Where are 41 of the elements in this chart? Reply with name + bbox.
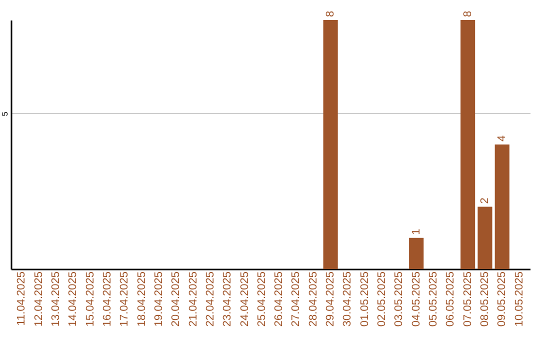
x-tick-label: 05.05.2025: [427, 272, 440, 327]
bar: [409, 238, 424, 269]
x-tick-label: 21.04.2025: [187, 272, 200, 327]
bar: [460, 20, 476, 269]
x-tick-label: 24.04.2025: [238, 272, 251, 327]
x-tick-label: 19.04.2025: [152, 272, 165, 327]
x-tick-label: 12.04.2025: [32, 272, 45, 327]
bar: [478, 206, 492, 269]
x-tick-label: 26.04.2025: [273, 272, 286, 327]
x-tick-label: 14.04.2025: [67, 272, 80, 327]
x-tick-label: 08.05.2025: [478, 272, 491, 327]
x-tick-label: 16.04.2025: [102, 272, 114, 327]
x-tick-label: 23.04.2025: [222, 272, 234, 327]
x-tick-label: 17.04.2025: [118, 272, 131, 327]
x-tick-label: 01.05.2025: [358, 272, 371, 327]
x-tick-label: 22.04.2025: [204, 272, 216, 327]
x-tick-label: 06.05.2025: [444, 272, 457, 327]
bar: [323, 20, 338, 269]
data-label: 1: [410, 228, 422, 235]
x-tick-label: 09.05.2025: [496, 272, 508, 327]
x-tick-label: 30.04.2025: [342, 272, 354, 327]
bar: [494, 144, 510, 269]
data-label: 8: [324, 10, 337, 17]
x-tick-label: 13.04.2025: [50, 272, 62, 327]
x-tick-label: 11.04.2025: [16, 272, 28, 326]
x-tick-label: 27.04.2025: [290, 272, 302, 327]
data-label: 4: [496, 135, 508, 142]
x-tick-label: 28.04.2025: [307, 272, 320, 327]
x-tick-label: 10.05.2025: [513, 272, 526, 327]
x-tick-label: 20.04.2025: [170, 272, 182, 327]
data-label: 8: [462, 10, 474, 17]
x-tick-label: 29.04.2025: [324, 272, 337, 327]
data-label: 2: [478, 198, 491, 204]
x-tick-label: 03.05.2025: [393, 272, 406, 327]
x-tick-label: 07.05.2025: [462, 272, 474, 327]
x-tick-label: 25.04.2025: [256, 272, 268, 327]
x-tick-label: 04.05.2025: [410, 272, 422, 327]
x-tick-label: 18.04.2025: [136, 272, 148, 327]
x-tick-label: 02.05.2025: [376, 272, 388, 327]
y-tick-label: 5: [0, 111, 10, 116]
x-tick-label: 15.04.2025: [84, 272, 96, 327]
